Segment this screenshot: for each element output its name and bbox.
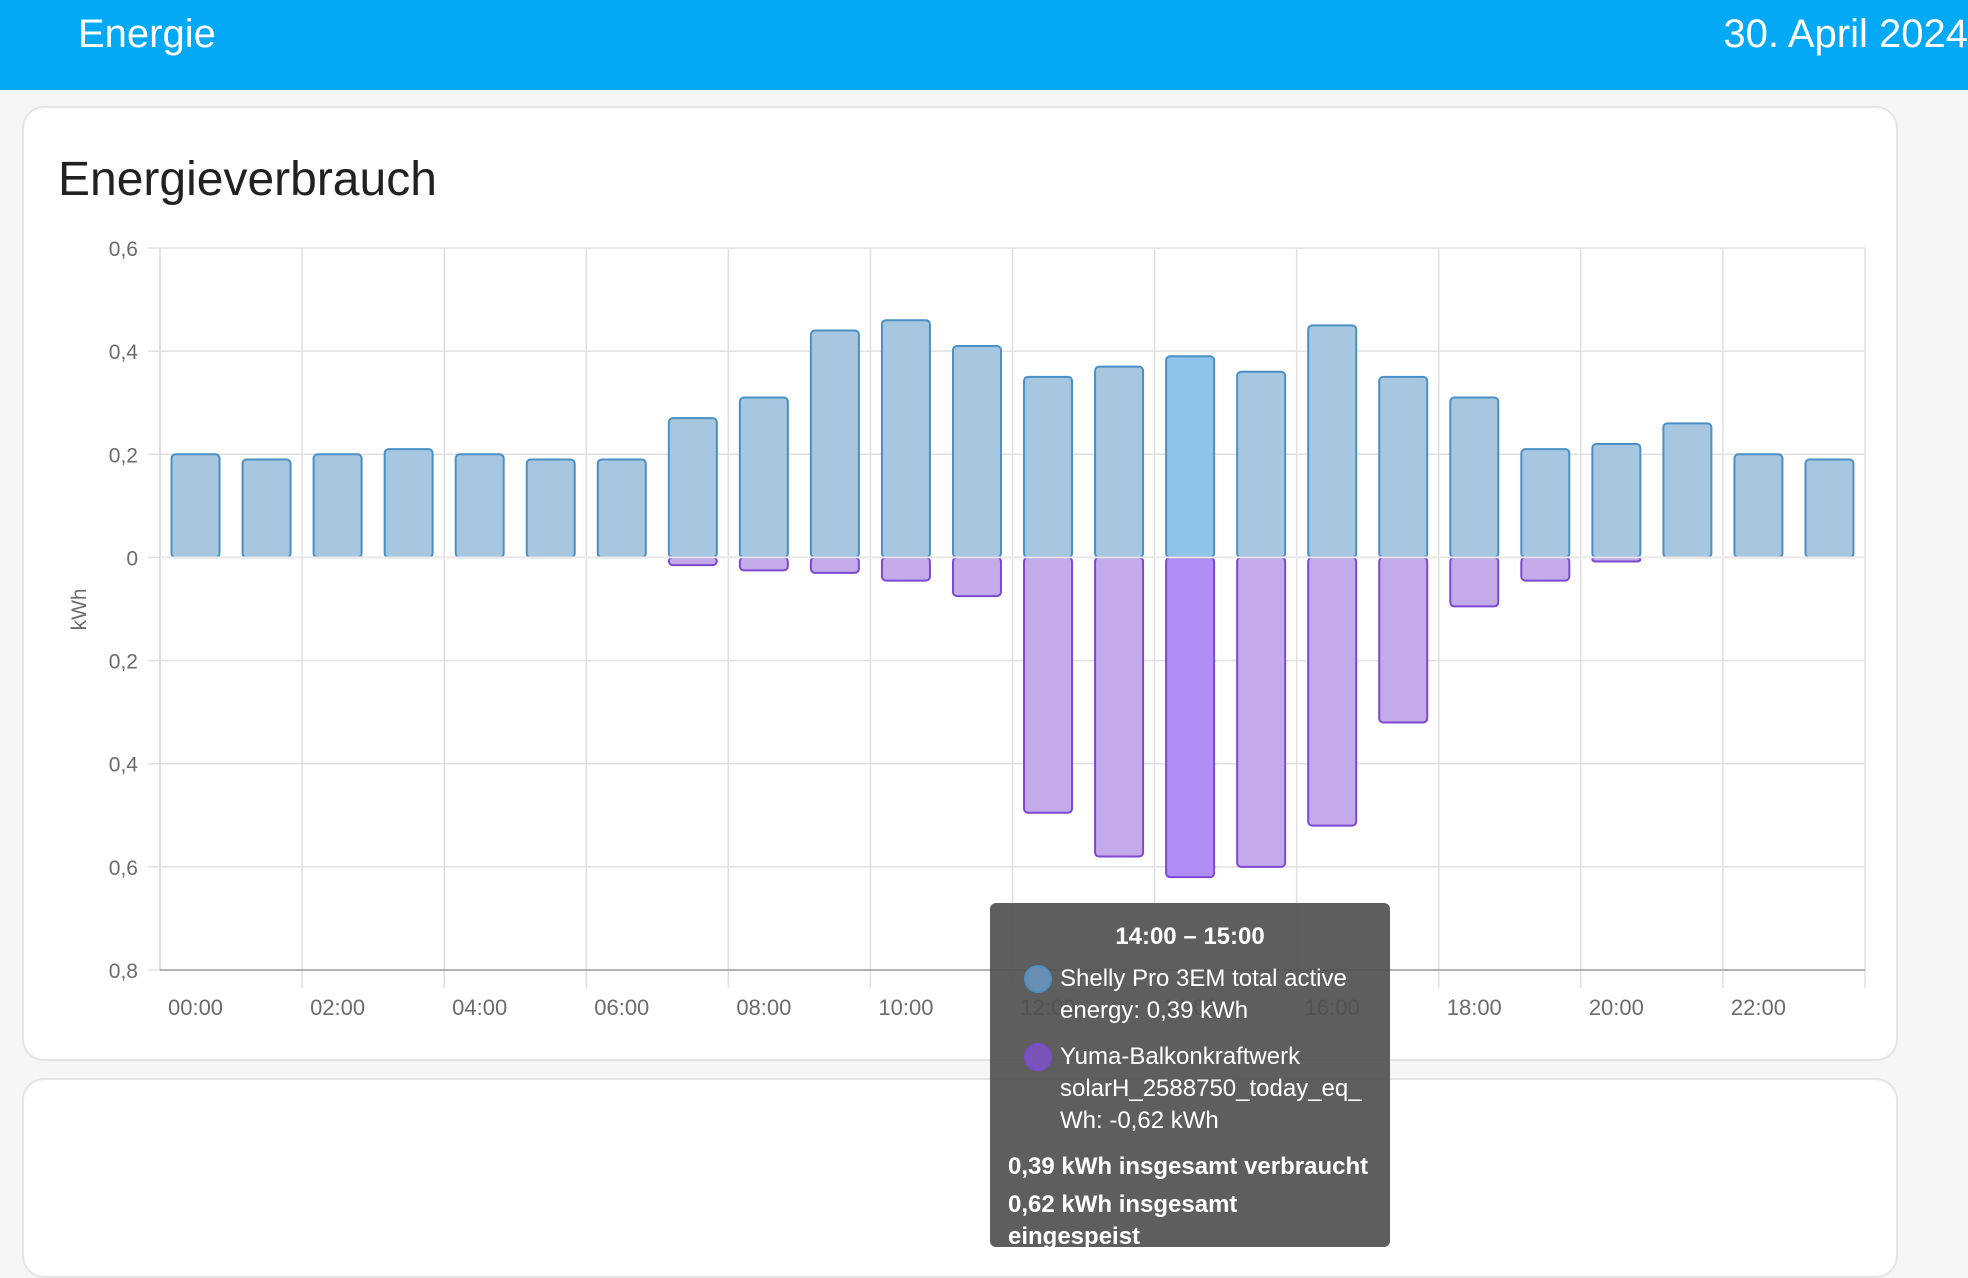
feedin-bar: [1449, 556, 1500, 608]
x-tick-label: 20:00: [1589, 995, 1644, 1020]
feedin-bar: [1307, 556, 1358, 827]
consumption-bar: [809, 329, 860, 559]
feedin-bar: [1094, 556, 1145, 858]
consumption-bar: [1165, 355, 1216, 559]
consumption-bar: [1023, 375, 1074, 559]
tooltip-title: 14:00 – 15:00: [1115, 923, 1265, 950]
feedin-bar: [1023, 556, 1074, 814]
x-tick-label: 06:00: [594, 995, 649, 1020]
feedin-bar: [1165, 556, 1216, 879]
consumption-bar: [1236, 370, 1287, 559]
feedin-bar: [1520, 556, 1571, 582]
y-tick-label: 0,2: [109, 651, 138, 674]
x-tick-label: 02:00: [310, 995, 365, 1020]
y-tick-label: 0,2: [109, 444, 138, 467]
side-gutter: [1908, 90, 1968, 1250]
tooltip-total-fed-in: 0,62 kWh insgesamt eingespeist: [1008, 1191, 1238, 1250]
x-tick-label: 00:00: [168, 995, 223, 1020]
feedin-bar: [951, 556, 1002, 598]
consumption-bar: [312, 453, 363, 559]
consumption-bar: [383, 448, 434, 559]
consumption-bar: [1094, 365, 1145, 559]
consumption-bar: [738, 396, 789, 559]
y-tick-label: 0,6: [109, 238, 138, 261]
y-tick-label: 0,4: [109, 341, 139, 364]
x-tick-label: 10:00: [878, 995, 933, 1020]
secondary-card: [22, 1078, 1898, 1278]
tooltip-entry-feedin-text: Yuma-Balkonkraftwerk solarH_2588750_toda…: [1060, 1043, 1362, 1134]
consumption-bar: [1591, 442, 1642, 559]
x-tick-label: 04:00: [452, 995, 507, 1020]
date-picker-label[interactable]: 30. April 2024: [1723, 12, 1968, 56]
y-axis-label: kWh: [68, 588, 91, 630]
consumption-bar: [1520, 448, 1571, 559]
consumption-bar: [880, 319, 931, 559]
feedin-bar: [1236, 556, 1287, 868]
y-tick-label: 0,8: [109, 960, 138, 983]
y-tick-label: 0,6: [109, 857, 138, 880]
consumption-series-dot-icon: [1024, 965, 1052, 993]
tooltip-entry-consumption: Shelly Pro 3EM total active energy: 0,39…: [1008, 963, 1372, 1027]
y-tick-label: 0,4: [109, 754, 139, 777]
x-tick-label: 22:00: [1731, 995, 1786, 1020]
top-app-bar: Energie 30. April 2024: [0, 0, 1968, 90]
tooltip-entry-feedin: Yuma-Balkonkraftwerk solarH_2588750_toda…: [1008, 1041, 1372, 1137]
feedin-bar: [667, 556, 718, 567]
consumption-bar: [1307, 324, 1358, 559]
x-tick-label: 18:00: [1447, 995, 1502, 1020]
feedin-bar: [880, 556, 931, 582]
tooltip-total-consumed: 0,39 kWh insgesamt verbraucht: [1008, 1153, 1369, 1180]
consumption-bar: [1662, 422, 1713, 559]
feedin-bar: [738, 556, 789, 572]
consumption-bar: [1449, 396, 1500, 559]
feedin-series-dot-icon: [1024, 1043, 1052, 1071]
card-title: Energieverbrauch: [58, 153, 437, 206]
chart-tooltip: 14:00 – 15:00 Shelly Pro 3EM total activ…: [990, 903, 1390, 1250]
consumption-bar: [170, 453, 221, 559]
consumption-bar: [525, 458, 576, 559]
consumption-bar: [1378, 375, 1429, 559]
feedin-bar: [1378, 556, 1429, 724]
consumption-bar: [951, 344, 1002, 559]
consumption-bar: [241, 458, 292, 559]
consumption-bar: [667, 417, 718, 559]
consumption-bar: [596, 458, 647, 559]
consumption-bar: [1804, 458, 1855, 559]
consumption-bar: [454, 453, 505, 559]
y-tick-label: 0: [126, 547, 138, 570]
energy-bar-chart[interactable]: 0,6 0,4 0,2 0 0,2 0,4 0,6 0,8 kWh 00:00 02:00 04:00…: [0, 0, 1968, 1250]
feedin-bar: [809, 556, 860, 574]
tooltip-entry-consumption-text: Shelly Pro 3EM total active energy: 0,39…: [1060, 965, 1347, 1024]
x-tick-label: 08:00: [736, 995, 791, 1020]
consumption-bar: [1733, 453, 1784, 559]
page-title: Energie: [78, 12, 216, 56]
